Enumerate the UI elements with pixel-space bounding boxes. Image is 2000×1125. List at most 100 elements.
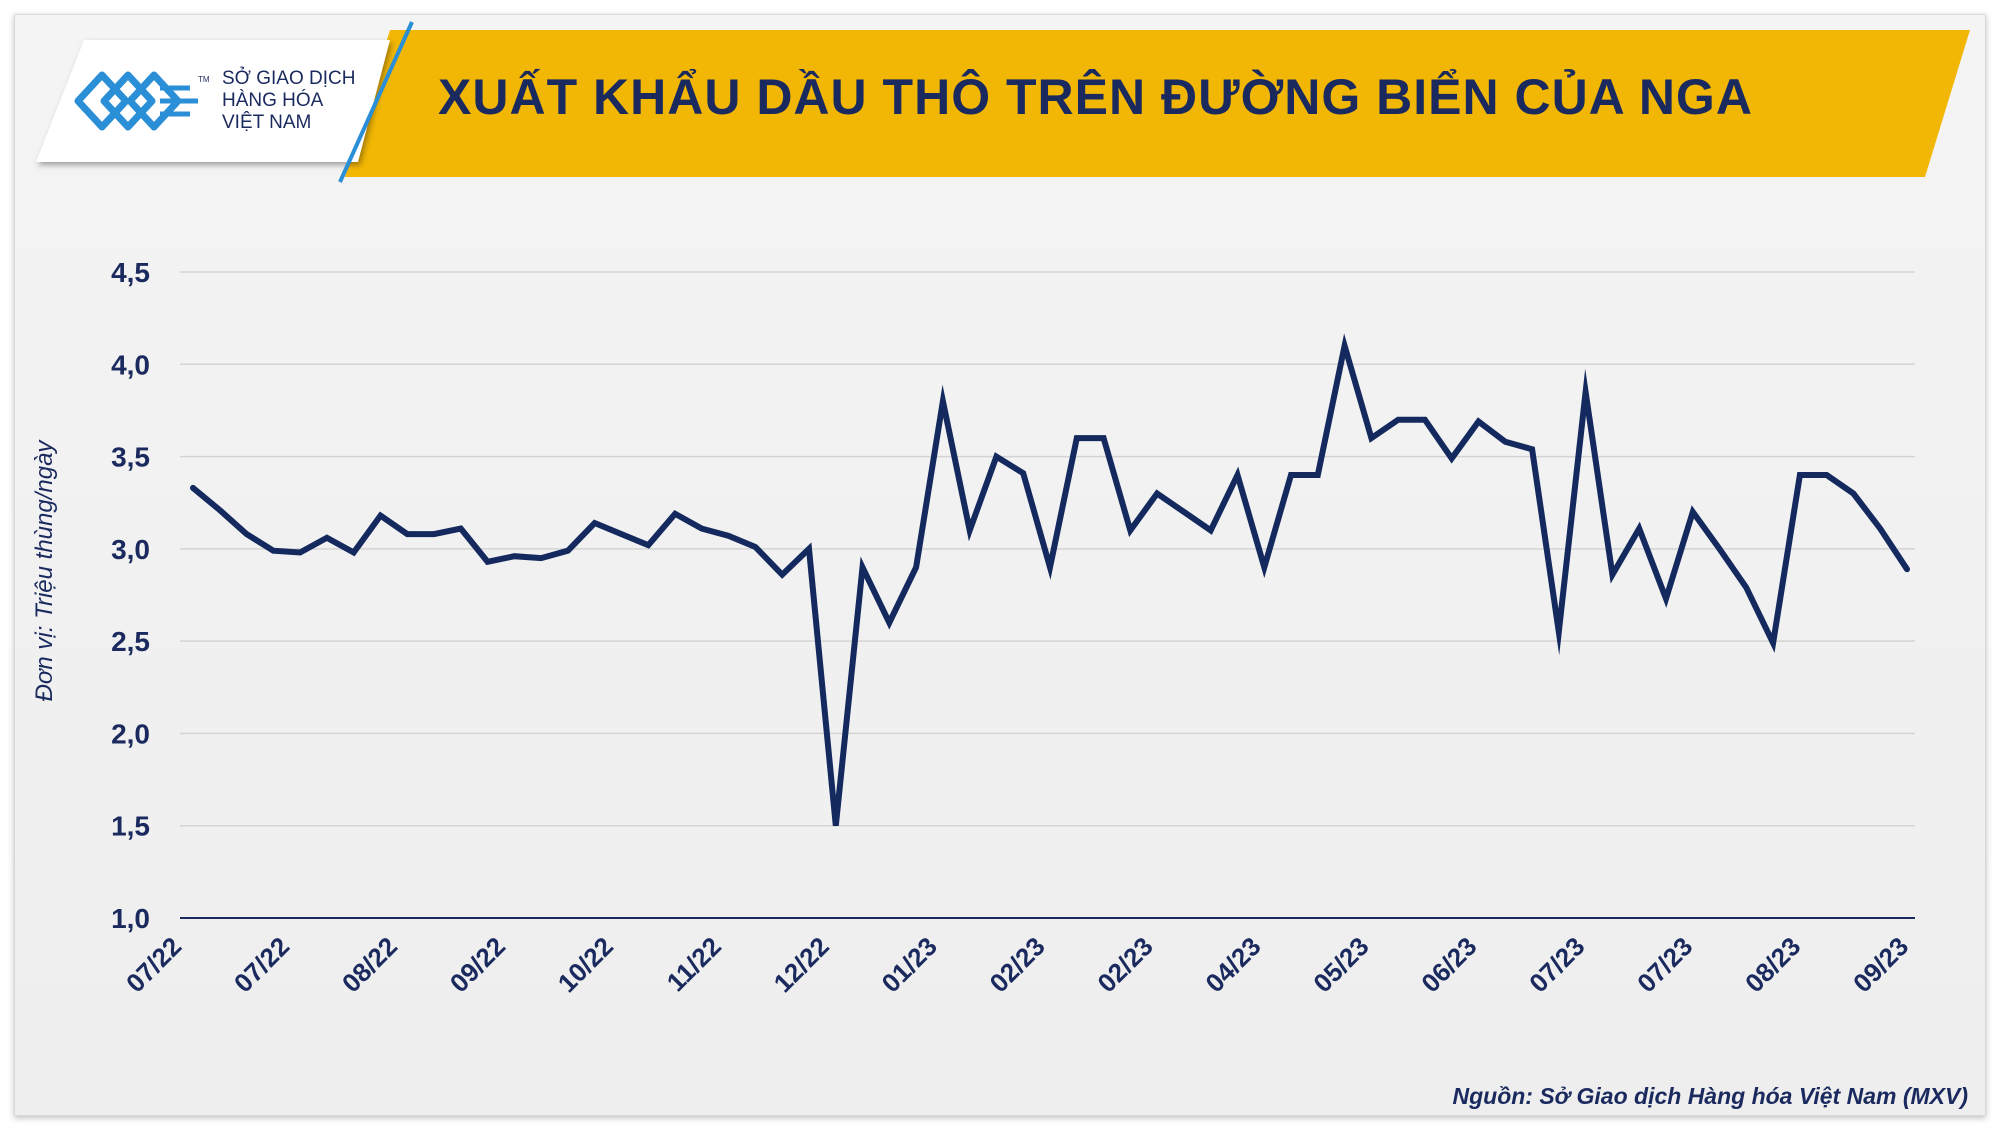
x-tick-label: 05/23 [1307,931,1374,998]
x-tick-label: 09/23 [1847,931,1914,998]
logo-tm: TM [198,75,210,84]
chart-title: XUẤT KHẨU DẦU THÔ TRÊN ĐƯỜNG BIỂN CỦA NG… [438,69,1753,125]
data-point [1237,474,1238,476]
data-point [1799,474,1801,476]
data-point [1906,568,1908,570]
data-point [487,561,489,563]
data-point [728,535,730,537]
series-line [190,333,1910,827]
data-point [1022,472,1024,474]
x-tick-label: 04/23 [1199,931,1266,998]
data-point [1585,391,1587,393]
x-tick-label: 11/22 [661,931,727,997]
data-point [1478,421,1479,422]
data-point [808,548,810,550]
logo-panel [36,40,390,162]
x-tick-label: 01/23 [876,931,943,998]
x-tick-label: 06/23 [1415,931,1482,998]
data-point [1129,529,1131,531]
data-point [1290,474,1292,476]
data-point [647,544,649,546]
x-axis-ticks: 07/22 07/22 08/22 09/22 10/22 11/22 12/22 01/23… [120,931,1914,998]
data-point [969,529,971,531]
data-point [835,825,837,827]
data-point [353,552,355,553]
data-point [192,487,194,489]
data-point [1692,511,1694,513]
data-point [272,550,274,552]
data-point [1665,598,1667,600]
data-point [754,546,756,548]
data-point [995,456,997,458]
data-point [540,557,542,559]
data-point [433,533,435,535]
data-point [1504,441,1506,443]
data-point [1370,437,1372,439]
data-point [406,533,408,535]
data-point [1879,528,1881,530]
data-point [380,515,381,517]
data-point [513,555,515,557]
y-tick-label: 3,5 [111,442,150,473]
data-point [567,550,569,552]
x-tick-label: 08/23 [1739,931,1806,998]
x-tick-label: 07/23 [1523,931,1590,998]
data-point [1558,631,1560,633]
data-point [1424,419,1426,421]
logo-line-1: SỞ GIAO DỊCH [222,68,356,89]
data-point [594,522,596,524]
logo-line-3: VIỆT NAM [222,112,312,133]
data-point [1745,587,1747,589]
data-point [1317,474,1319,476]
y-tick-label: 1,0 [111,903,150,934]
data-point [942,400,944,402]
data-point [1183,511,1185,513]
data-point [219,509,221,511]
data-point [674,513,676,515]
data-point [1531,448,1533,450]
data-point [1076,437,1078,439]
data-point [701,528,703,530]
exchange-logo-icon [74,71,198,131]
x-tick-label: 07/22 [228,931,295,998]
y-tick-label: 2,5 [111,626,150,657]
x-tick-label: 07/23 [1631,931,1698,998]
header-banner: TM [36,21,1970,183]
data-point [1344,345,1346,347]
data-point [1719,548,1720,550]
title-bar [345,30,1970,177]
x-tick-label: 10/22 [552,931,619,998]
data-point [915,566,917,568]
y-tick-label: 3,0 [111,534,150,565]
x-tick-label: 02/23 [984,931,1051,998]
data-point [246,533,248,535]
x-tick-label: 12/22 [768,931,835,998]
data-point [621,533,622,535]
data-point [862,566,863,568]
x-tick-label: 08/22 [336,931,403,998]
data-point [888,622,890,624]
data-point [1451,457,1453,459]
y-tick-label: 2,0 [111,718,150,749]
data-point [1103,437,1105,439]
data-point [1826,474,1828,476]
data-point [299,552,301,553]
accent-line [338,21,414,183]
x-tick-label: 07/22 [120,931,187,998]
series-layer [190,333,1910,827]
source-note: Nguồn: Sở Giao dịch Hàng hóa Việt Nam (M… [1452,1083,1968,1109]
data-point [460,528,462,530]
data-point [1397,419,1399,421]
y-tick-label: 4,5 [111,257,150,288]
exchange-logo-text: SỞ GIAO DỊCH HÀNG HÓA VIỆT NAM [222,68,392,134]
data-point [1049,566,1051,568]
y-axis-ticks: 1,0 1,5 2,0 2,5 3,0 3,5 4,0 4,5 [111,257,150,934]
data-point [1156,493,1158,494]
y-tick-label: 1,5 [111,811,150,842]
data-point [1772,642,1774,644]
x-tick-label: 02/23 [1091,931,1158,998]
data-point [781,574,783,576]
data-point [1263,566,1265,568]
y-tick-label: 4,0 [111,349,150,380]
